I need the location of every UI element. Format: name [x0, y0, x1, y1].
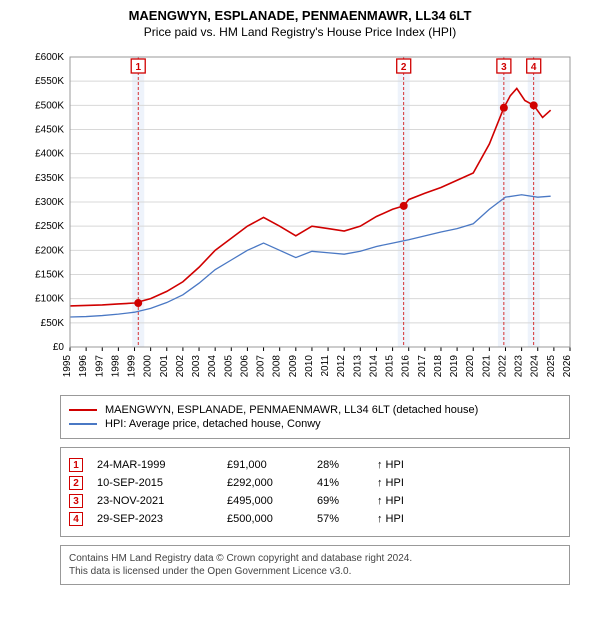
chart-svg: £0 £50K £100K £150K £200K £250K £300K £350K £400…	[20, 47, 580, 387]
event-pct: 28%	[317, 459, 377, 471]
svg-text:1996: 1996	[78, 355, 89, 378]
event-row: 3 23-NOV-2021£495,00069%↑ HPI	[69, 494, 561, 508]
page-subtitle: Price paid vs. HM Land Registry's House …	[10, 25, 590, 39]
svg-text:£50K: £50K	[41, 318, 65, 329]
svg-text:2000: 2000	[143, 355, 154, 378]
svg-text:£300K: £300K	[35, 197, 64, 208]
svg-text:2012: 2012	[336, 355, 347, 378]
event-pct: 41%	[317, 477, 377, 489]
svg-text:3: 3	[501, 62, 507, 73]
svg-text:2018: 2018	[433, 355, 444, 378]
svg-text:2008: 2008	[272, 355, 283, 378]
event-pct: 57%	[317, 513, 377, 525]
event-price: £500,000	[227, 513, 317, 525]
legend-box: MAENGWYN, ESPLANADE, PENMAENMAWR, LL34 6…	[60, 395, 570, 439]
legend-label: MAENGWYN, ESPLANADE, PENMAENMAWR, LL34 6…	[105, 404, 478, 416]
svg-text:2003: 2003	[191, 355, 202, 378]
event-marker: 2	[69, 476, 83, 490]
svg-text:£350K: £350K	[35, 173, 64, 184]
svg-text:2011: 2011	[320, 355, 331, 377]
svg-text:2014: 2014	[368, 355, 379, 378]
svg-text:2005: 2005	[223, 355, 234, 378]
svg-text:2: 2	[401, 62, 407, 73]
event-price: £292,000	[227, 477, 317, 489]
svg-text:2021: 2021	[481, 355, 492, 378]
event-price: £91,000	[227, 459, 317, 471]
legend-label: HPI: Average price, detached house, Conw…	[105, 418, 321, 430]
legend-swatch	[69, 409, 97, 411]
svg-text:1: 1	[135, 62, 141, 73]
event-note: ↑ HPI	[377, 477, 404, 489]
event-note: ↑ HPI	[377, 495, 404, 507]
svg-text:2013: 2013	[352, 355, 363, 378]
events-box: 124-MAR-1999£91,00028%↑ HPI210-SEP-2015£…	[60, 447, 570, 537]
svg-text:£400K: £400K	[35, 149, 64, 160]
event-pct: 69%	[317, 495, 377, 507]
event-marker: 1	[69, 458, 83, 472]
svg-text:2019: 2019	[449, 355, 460, 378]
svg-text:£250K: £250K	[35, 221, 64, 232]
svg-text:2025: 2025	[546, 355, 557, 378]
event-marker: 4	[69, 512, 83, 526]
event-date: 23-NOV-2021	[97, 495, 227, 507]
svg-text:2015: 2015	[385, 355, 396, 378]
svg-text:2020: 2020	[465, 355, 476, 378]
legend-row: MAENGWYN, ESPLANADE, PENMAENMAWR, LL34 6…	[69, 404, 561, 416]
event-row: 2 10-SEP-2015£292,00041%↑ HPI	[69, 476, 561, 490]
svg-text:1995: 1995	[62, 355, 73, 378]
svg-text:2007: 2007	[256, 355, 267, 378]
svg-text:2024: 2024	[530, 355, 541, 378]
svg-text:2004: 2004	[207, 355, 218, 378]
svg-text:2026: 2026	[562, 355, 573, 378]
event-date: 24-MAR-1999	[97, 459, 227, 471]
footer-line2: This data is licensed under the Open Gov…	[69, 565, 561, 578]
svg-text:£600K: £600K	[35, 52, 64, 63]
event-note: ↑ HPI	[377, 459, 404, 471]
svg-text:£450K: £450K	[35, 125, 64, 136]
event-note: ↑ HPI	[377, 513, 404, 525]
svg-text:2022: 2022	[497, 355, 508, 378]
legend-swatch	[69, 423, 97, 425]
event-row: 4 29-SEP-2023£500,00057%↑ HPI	[69, 512, 561, 526]
svg-text:1997: 1997	[94, 355, 105, 378]
chart-container: MAENGWYN, ESPLANADE, PENMAENMAWR, LL34 6…	[0, 0, 600, 595]
event-marker: 3	[69, 494, 83, 508]
footer-box: Contains HM Land Registry data © Crown c…	[60, 545, 570, 585]
svg-text:£200K: £200K	[35, 245, 64, 256]
svg-text:1999: 1999	[127, 355, 138, 378]
svg-text:2009: 2009	[288, 355, 299, 378]
svg-text:2001: 2001	[159, 355, 170, 378]
svg-text:1998: 1998	[110, 355, 121, 378]
svg-text:2006: 2006	[239, 355, 250, 378]
svg-text:4: 4	[531, 62, 537, 73]
event-date: 10-SEP-2015	[97, 477, 227, 489]
svg-text:£500K: £500K	[35, 100, 64, 111]
svg-text:£0: £0	[53, 342, 65, 353]
svg-text:2010: 2010	[304, 355, 315, 378]
event-date: 29-SEP-2023	[97, 513, 227, 525]
event-row: 1 24-MAR-1999£91,00028%↑ HPI	[69, 458, 561, 472]
footer-line1: Contains HM Land Registry data © Crown c…	[69, 552, 561, 565]
svg-text:£100K: £100K	[35, 294, 64, 305]
svg-text:2017: 2017	[417, 355, 428, 378]
svg-text:2002: 2002	[175, 355, 186, 378]
page-title: MAENGWYN, ESPLANADE, PENMAENMAWR, LL34 6…	[10, 8, 590, 23]
legend-row: HPI: Average price, detached house, Conw…	[69, 418, 561, 430]
svg-text:£150K: £150K	[35, 270, 64, 281]
chart-plot: £0 £50K £100K £150K £200K £250K £300K £350K £400…	[20, 47, 580, 387]
event-price: £495,000	[227, 495, 317, 507]
svg-text:2023: 2023	[514, 355, 525, 378]
svg-text:2016: 2016	[401, 355, 412, 378]
svg-text:£550K: £550K	[35, 76, 64, 87]
